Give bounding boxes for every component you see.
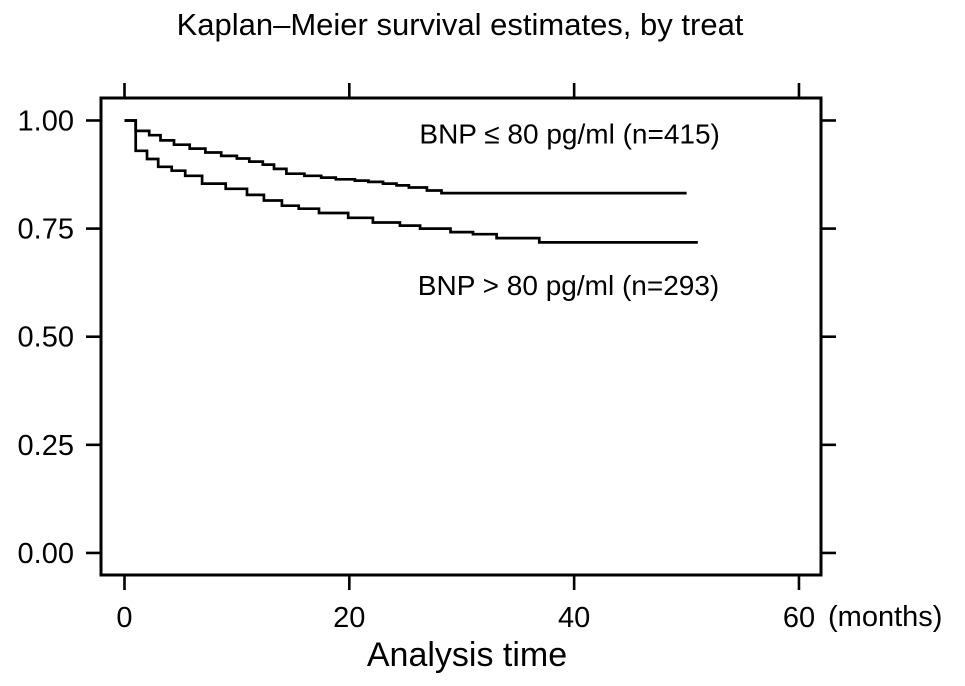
series-label-bnp-gt-80: BNP > 80 pg/ml (n=293) (418, 270, 719, 301)
y-tick-label: 1.00 (18, 105, 74, 137)
plot-frame (99, 96, 823, 577)
y-tick-label: 0.50 (18, 322, 74, 354)
km-curve-bnp-le-80 (124, 119, 687, 195)
x-tick-label: 0 (116, 602, 132, 634)
chart-title: Kaplan–Meier survival estimates, by trea… (177, 7, 744, 42)
series-label-bnp-le-80: BNP ≤ 80 pg/ml (n=415) (419, 118, 719, 149)
y-tick-label: 0.75 (18, 214, 74, 246)
x-tick-label: 20 (333, 602, 365, 634)
x-tick-label: 40 (558, 602, 590, 634)
x-tick-label: 60 (783, 602, 815, 634)
y-tick-label: 0.00 (18, 538, 74, 570)
x-axis-unit-label: (months) (828, 601, 942, 633)
km-curve-bnp-gt-80 (124, 119, 698, 244)
x-axis-title: Analysis time (367, 636, 567, 674)
y-tick-label: 0.25 (18, 430, 74, 462)
plot-area: 0 20 40 60 0.00 0.25 0.50 0.75 1.00 BNP ≤ 80 pg/m… (18, 83, 836, 634)
